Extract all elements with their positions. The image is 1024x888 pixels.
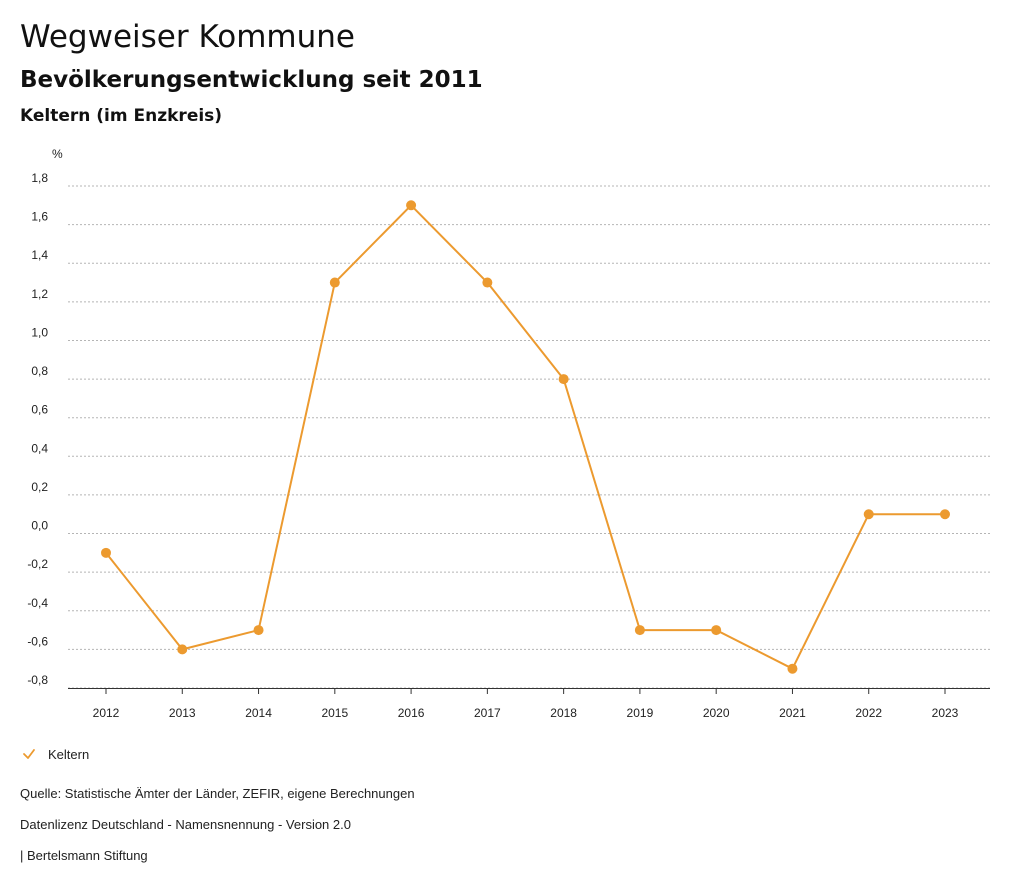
data-point[interactable] bbox=[558, 374, 569, 385]
y-tick-label: 0,8 bbox=[31, 364, 48, 378]
x-axis: 2012 2013 2014 2015 2016 2017 2018 2019 2020 2021… bbox=[68, 688, 990, 720]
data-point[interactable] bbox=[329, 277, 340, 288]
chart-subtitle: Bevölkerungsentwicklung seit 2011 bbox=[20, 67, 483, 93]
x-tick-label: 2023 bbox=[932, 706, 959, 720]
y-tick-label: 1,2 bbox=[31, 287, 48, 301]
data-point[interactable] bbox=[482, 277, 493, 288]
data-point[interactable] bbox=[711, 625, 722, 636]
x-tick-label: 2021 bbox=[779, 706, 806, 720]
y-tick-label: -0,4 bbox=[27, 596, 48, 610]
y-unit-label: % bbox=[52, 147, 63, 161]
y-tick-label: -0,2 bbox=[27, 557, 48, 571]
x-tick-label: 2017 bbox=[474, 706, 501, 720]
x-tick-label: 2018 bbox=[550, 706, 577, 720]
data-point[interactable] bbox=[177, 644, 188, 655]
data-point[interactable] bbox=[101, 547, 111, 558]
grid-layer bbox=[68, 185, 990, 689]
data-point[interactable] bbox=[863, 509, 874, 520]
y-tick-label: 1,6 bbox=[31, 210, 48, 224]
x-tick-label: 2015 bbox=[321, 706, 348, 720]
data-point[interactable] bbox=[253, 625, 264, 636]
region-label: Keltern (im Enzkreis) bbox=[20, 106, 223, 126]
y-tick-label: 1,4 bbox=[31, 248, 48, 262]
x-tick-label: 2016 bbox=[398, 706, 425, 720]
data-point[interactable] bbox=[940, 509, 950, 520]
check-icon bbox=[23, 749, 35, 759]
y-axis: % 1,8 1,6 1,4 1,2 1,0 0,8 0,6 0,4 0,2 0,0 -0,2 -0,4 -… bbox=[27, 147, 63, 687]
series-keltern bbox=[101, 200, 950, 674]
y-tick-label: 1,0 bbox=[31, 325, 48, 339]
x-tick-label: 2022 bbox=[855, 706, 882, 720]
data-point[interactable] bbox=[634, 625, 645, 636]
y-tick-label: -0,8 bbox=[27, 673, 48, 687]
legend-label: Keltern bbox=[48, 746, 90, 762]
line-chart: 2012 2013 2014 2015 2016 2017 2018 2019 2020 2021… bbox=[27, 147, 990, 720]
legend[interactable]: Keltern bbox=[22, 744, 89, 764]
license-note: Datenlizenz Deutschland - Namensnennung … bbox=[20, 817, 351, 832]
y-tick-label: 1,8 bbox=[31, 171, 48, 185]
page-title: Wegweiser Kommune bbox=[20, 19, 355, 55]
source-note: Quelle: Statistische Ämter der Länder, Z… bbox=[20, 786, 415, 801]
x-tick-label: 2019 bbox=[627, 706, 654, 720]
y-tick-label: -0,6 bbox=[27, 634, 48, 648]
series-line bbox=[105, 204, 945, 670]
x-tick-label: 2013 bbox=[169, 706, 196, 720]
y-tick-label: 0,0 bbox=[31, 519, 48, 533]
publisher-note: | Bertelsmann Stiftung bbox=[20, 848, 148, 863]
x-tick-label: 2012 bbox=[93, 706, 120, 720]
x-tick-label: 2020 bbox=[703, 706, 730, 720]
x-tick-label: 2014 bbox=[245, 706, 272, 720]
data-point[interactable] bbox=[787, 663, 798, 674]
y-tick-label: 0,6 bbox=[31, 403, 48, 417]
y-tick-label: 0,2 bbox=[31, 480, 48, 494]
data-point[interactable] bbox=[406, 200, 417, 211]
y-tick-label: 0,4 bbox=[31, 441, 48, 455]
